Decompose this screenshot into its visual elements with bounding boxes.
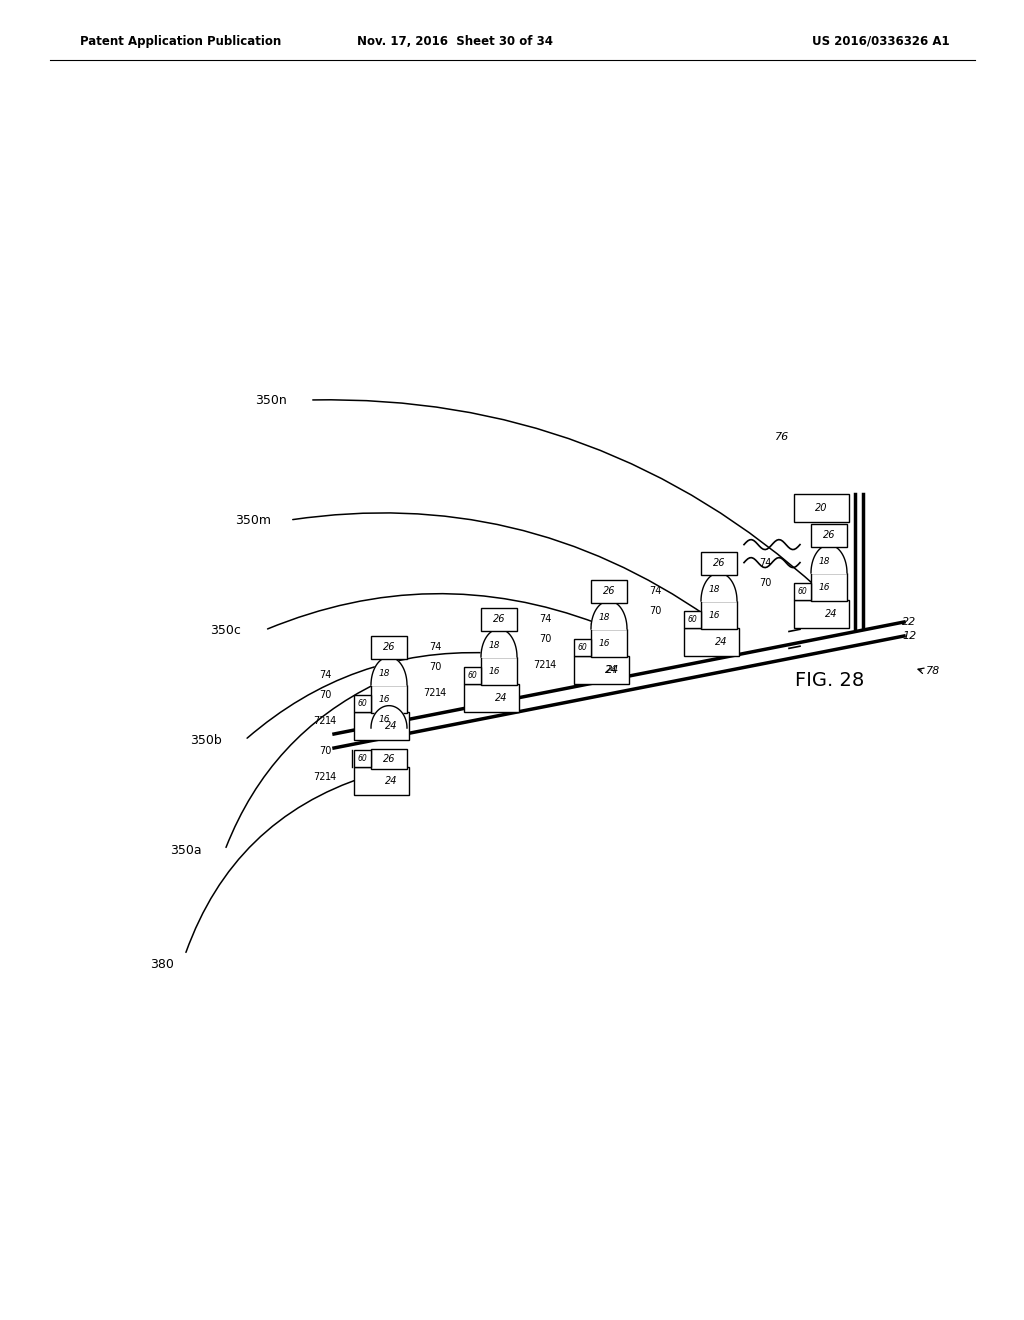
- Text: 76: 76: [775, 432, 790, 442]
- Text: 350b: 350b: [190, 734, 222, 747]
- Bar: [354, 750, 371, 767]
- Text: 18: 18: [818, 557, 829, 566]
- Text: 16: 16: [709, 610, 721, 619]
- Text: 26: 26: [383, 643, 395, 652]
- Text: 14: 14: [545, 660, 557, 671]
- Text: 74: 74: [649, 586, 662, 597]
- Text: 24: 24: [385, 721, 397, 731]
- Text: 18: 18: [598, 614, 609, 622]
- Text: 16: 16: [379, 694, 390, 704]
- Text: FIG. 28: FIG. 28: [796, 671, 864, 689]
- Bar: [574, 639, 591, 656]
- Text: 24: 24: [385, 776, 397, 785]
- Text: 74: 74: [319, 671, 332, 681]
- Text: 350a: 350a: [170, 843, 202, 857]
- Text: 24: 24: [605, 665, 617, 675]
- Text: Patent Application Publication: Patent Application Publication: [80, 36, 282, 48]
- Text: 18: 18: [709, 585, 720, 594]
- Bar: [481, 609, 517, 631]
- Text: 60: 60: [798, 587, 807, 597]
- Text: 70: 70: [430, 663, 442, 672]
- Text: 16: 16: [599, 639, 610, 648]
- Text: 350c: 350c: [210, 623, 241, 636]
- Polygon shape: [481, 630, 517, 657]
- Text: 14: 14: [435, 689, 447, 698]
- Text: US 2016/0336326 A1: US 2016/0336326 A1: [812, 36, 950, 48]
- Text: 26: 26: [603, 586, 615, 597]
- Bar: [591, 579, 627, 603]
- Text: Nov. 17, 2016  Sheet 30 of 34: Nov. 17, 2016 Sheet 30 of 34: [357, 36, 553, 48]
- Polygon shape: [371, 706, 407, 729]
- Bar: [701, 552, 737, 576]
- Text: 12: 12: [902, 631, 916, 642]
- Bar: [701, 601, 737, 630]
- Text: 24: 24: [606, 665, 620, 675]
- Text: 20: 20: [815, 503, 827, 513]
- Bar: [794, 494, 849, 521]
- Bar: [811, 524, 847, 546]
- Text: 74: 74: [540, 615, 552, 624]
- Text: 24: 24: [825, 609, 838, 619]
- Text: 72: 72: [424, 689, 436, 698]
- Bar: [481, 657, 517, 685]
- Polygon shape: [591, 601, 627, 630]
- Text: 14: 14: [325, 771, 337, 781]
- Polygon shape: [811, 545, 847, 573]
- Text: 70: 70: [319, 690, 332, 701]
- Text: 16: 16: [378, 715, 390, 725]
- Text: 60: 60: [688, 615, 697, 624]
- Bar: [371, 685, 407, 713]
- Text: 24: 24: [496, 693, 508, 704]
- Text: 14: 14: [325, 717, 337, 726]
- Text: 70: 70: [540, 635, 552, 644]
- Text: 70: 70: [760, 578, 772, 589]
- Polygon shape: [701, 573, 737, 601]
- Text: 24: 24: [715, 638, 728, 647]
- Bar: [811, 573, 847, 601]
- Text: 60: 60: [578, 643, 588, 652]
- Text: 18: 18: [488, 642, 500, 651]
- Bar: [574, 656, 629, 684]
- Bar: [794, 583, 811, 601]
- Bar: [354, 767, 409, 795]
- Bar: [464, 667, 481, 684]
- Bar: [371, 636, 407, 659]
- Bar: [591, 630, 627, 657]
- Bar: [684, 628, 739, 656]
- Text: 26: 26: [383, 754, 395, 764]
- Text: 72: 72: [534, 660, 546, 671]
- Text: 74: 74: [760, 558, 772, 569]
- Text: 18: 18: [378, 669, 390, 678]
- Bar: [371, 750, 407, 770]
- Text: 78: 78: [926, 667, 940, 676]
- Bar: [794, 601, 849, 628]
- Bar: [464, 684, 519, 711]
- Bar: [354, 711, 409, 741]
- Text: 74: 74: [430, 643, 442, 652]
- Text: 72: 72: [313, 717, 326, 726]
- Text: 350n: 350n: [255, 393, 287, 407]
- Text: 26: 26: [713, 558, 725, 569]
- Text: 60: 60: [357, 754, 368, 763]
- Polygon shape: [371, 657, 407, 685]
- Text: 70: 70: [319, 746, 332, 755]
- Bar: [354, 696, 371, 711]
- Text: 380: 380: [150, 958, 174, 972]
- Text: 22: 22: [902, 616, 916, 627]
- Text: 26: 26: [493, 615, 505, 624]
- Text: 60: 60: [468, 671, 477, 680]
- Text: 26: 26: [822, 531, 836, 540]
- Text: 72: 72: [313, 771, 326, 781]
- Bar: [684, 611, 701, 628]
- Text: 60: 60: [357, 700, 368, 708]
- Text: 16: 16: [819, 582, 830, 591]
- Text: 350m: 350m: [234, 513, 271, 527]
- Text: 16: 16: [488, 667, 501, 676]
- Text: 70: 70: [649, 606, 662, 616]
